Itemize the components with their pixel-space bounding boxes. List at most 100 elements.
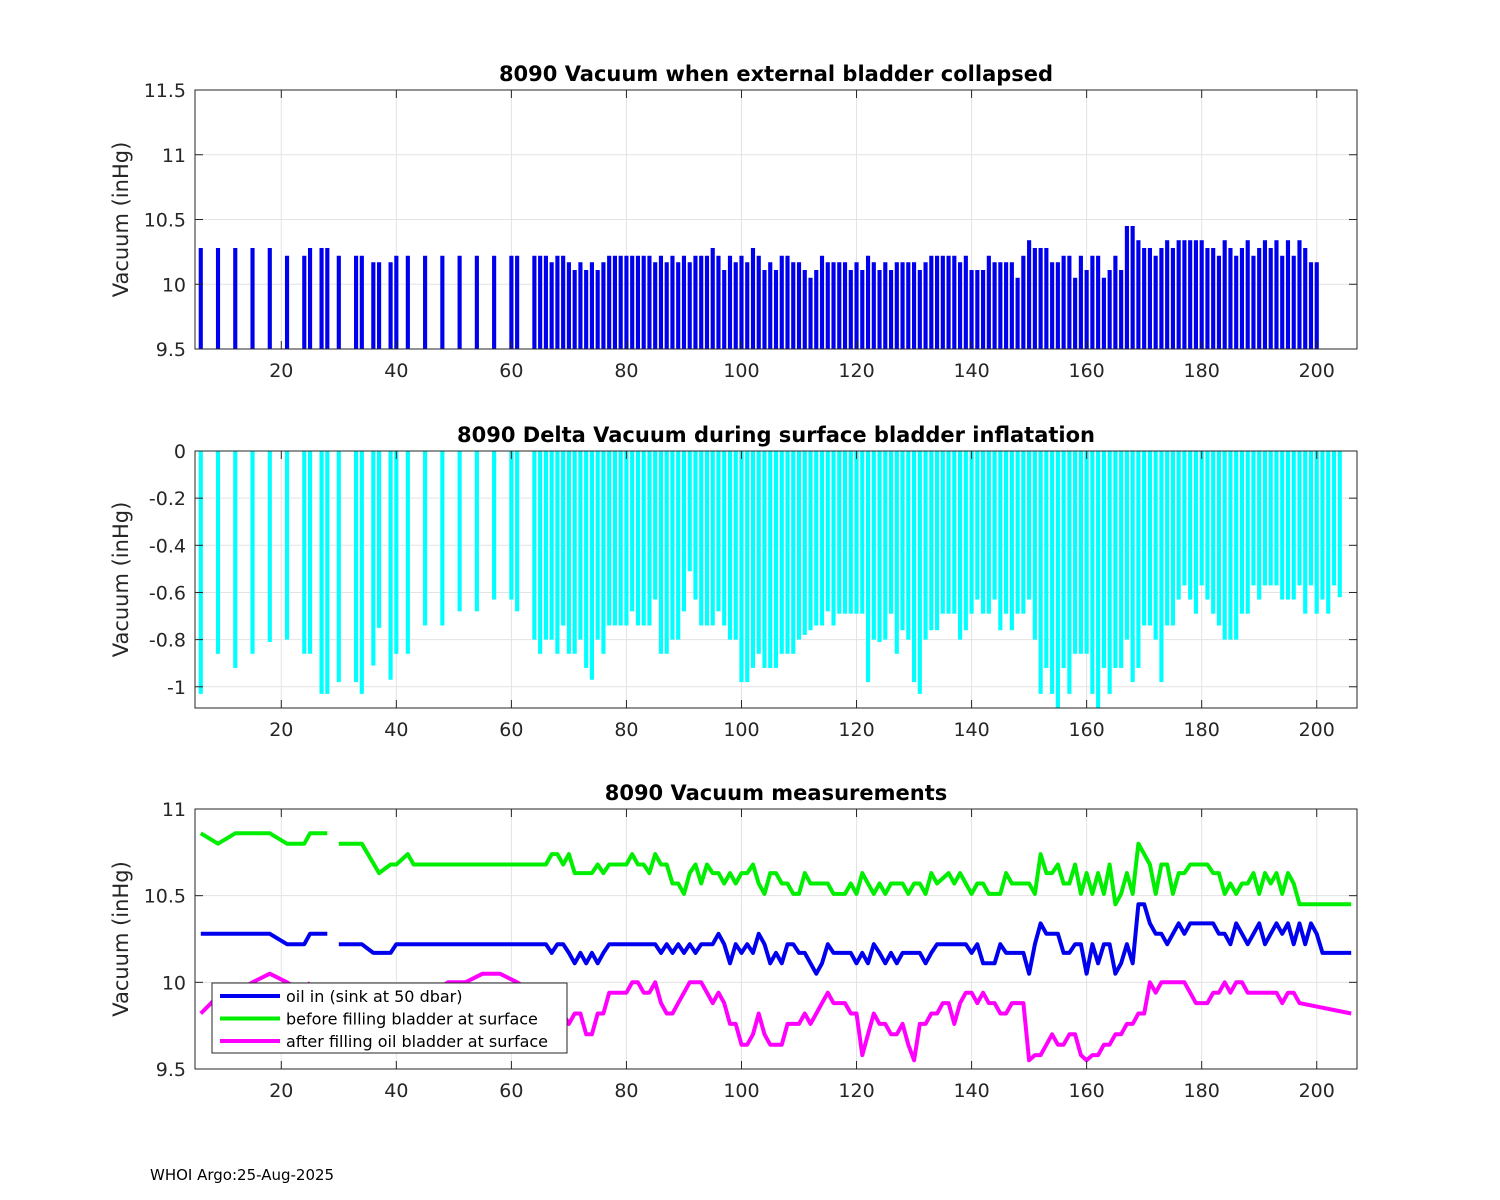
bar xyxy=(727,255,733,349)
bar xyxy=(1331,451,1337,586)
x-tick-label: 140 xyxy=(953,1080,989,1102)
bar xyxy=(1147,247,1152,349)
bar xyxy=(1107,451,1112,694)
chart-panel-3: 20 40 60 80 100 120 140 160 180 200 9.5 10 10.5 11 809… xyxy=(109,781,1358,1102)
bar xyxy=(992,262,997,349)
bar xyxy=(1159,451,1164,683)
bar xyxy=(215,451,221,654)
bar xyxy=(584,451,589,668)
bar xyxy=(860,451,865,614)
bar xyxy=(837,262,842,349)
bar xyxy=(854,262,859,349)
bar xyxy=(773,270,779,349)
bar xyxy=(1032,247,1037,349)
bar xyxy=(1176,451,1181,600)
bar xyxy=(814,451,819,626)
bar xyxy=(1073,451,1078,654)
bar xyxy=(940,255,945,349)
y-tick-label: 10 xyxy=(162,274,186,296)
x-tick-label: 40 xyxy=(384,360,408,382)
bar xyxy=(831,262,836,349)
y-tick-label: 9.5 xyxy=(156,339,186,361)
legend: oil in (sink at 50 dbar) before filling b… xyxy=(211,982,568,1054)
bar xyxy=(1234,451,1239,640)
bar xyxy=(319,247,324,349)
bar xyxy=(630,255,635,349)
bar xyxy=(1021,451,1026,614)
bar xyxy=(647,255,652,349)
bar xyxy=(1228,247,1233,349)
bar xyxy=(1280,451,1285,600)
bar xyxy=(612,255,618,349)
bar xyxy=(1130,451,1135,683)
chart-panel-2: 20 40 60 80 100 120 140 160 180 200 -1 -0.8 -0.6 -0.4… xyxy=(109,423,1358,741)
series-line-green xyxy=(199,831,328,846)
y-tick-label: 10 xyxy=(162,972,186,994)
bar xyxy=(1067,255,1072,349)
bar xyxy=(808,277,813,349)
bar xyxy=(215,247,221,349)
bar xyxy=(1188,240,1193,349)
bar xyxy=(601,451,606,654)
bar xyxy=(1262,240,1268,349)
bar xyxy=(1170,451,1175,626)
axes-frame xyxy=(194,450,1358,709)
bar xyxy=(819,451,825,626)
bar xyxy=(1096,255,1101,349)
bar xyxy=(739,451,744,683)
bar xyxy=(906,262,911,349)
bar xyxy=(681,255,687,349)
bar xyxy=(1245,240,1250,349)
bar xyxy=(561,255,566,349)
y-axis-label: Vacuum (inHg) xyxy=(109,142,133,298)
bar xyxy=(1251,451,1256,586)
bar xyxy=(653,262,658,349)
bar xyxy=(1147,451,1152,626)
y-axis-label: Vacuum (inHg) xyxy=(109,502,133,658)
bar xyxy=(353,451,359,683)
bar xyxy=(1119,270,1124,349)
bar xyxy=(1303,451,1308,614)
bar xyxy=(595,270,600,349)
bar xyxy=(492,451,497,600)
bar xyxy=(233,451,238,668)
bar xyxy=(779,451,784,654)
bar xyxy=(1153,255,1158,349)
bar xyxy=(1084,451,1089,654)
bar xyxy=(325,451,330,694)
x-tick-label: 80 xyxy=(614,360,638,382)
x-tick-label: 40 xyxy=(384,1080,408,1102)
bar xyxy=(307,451,313,654)
bar xyxy=(1004,451,1009,614)
bar xyxy=(658,451,664,654)
bar xyxy=(612,451,618,626)
legend-label: after filling oil bladder at surface xyxy=(286,1032,548,1051)
x-tick-label: 180 xyxy=(1184,719,1220,741)
x-tick-label: 180 xyxy=(1184,1080,1220,1102)
bar xyxy=(883,262,888,349)
bar xyxy=(906,451,911,640)
bar xyxy=(371,451,376,666)
bar xyxy=(670,451,675,640)
bar xyxy=(1314,262,1319,349)
bar xyxy=(969,270,974,349)
series-line-blue xyxy=(338,902,1352,976)
bar xyxy=(894,262,899,349)
x-tick-label: 100 xyxy=(723,1080,759,1102)
bar xyxy=(722,270,727,349)
bar xyxy=(710,247,715,349)
bar xyxy=(1308,451,1314,586)
bar xyxy=(946,255,951,349)
bar xyxy=(1044,247,1049,349)
bar xyxy=(998,262,1003,349)
bar xyxy=(981,270,986,349)
bar xyxy=(837,451,842,614)
bar xyxy=(555,255,560,349)
bar xyxy=(676,451,681,640)
bar xyxy=(745,451,750,683)
bar xyxy=(549,262,554,349)
bar xyxy=(681,451,687,612)
bar xyxy=(1015,451,1020,614)
bar xyxy=(952,451,957,614)
bar xyxy=(595,451,600,640)
